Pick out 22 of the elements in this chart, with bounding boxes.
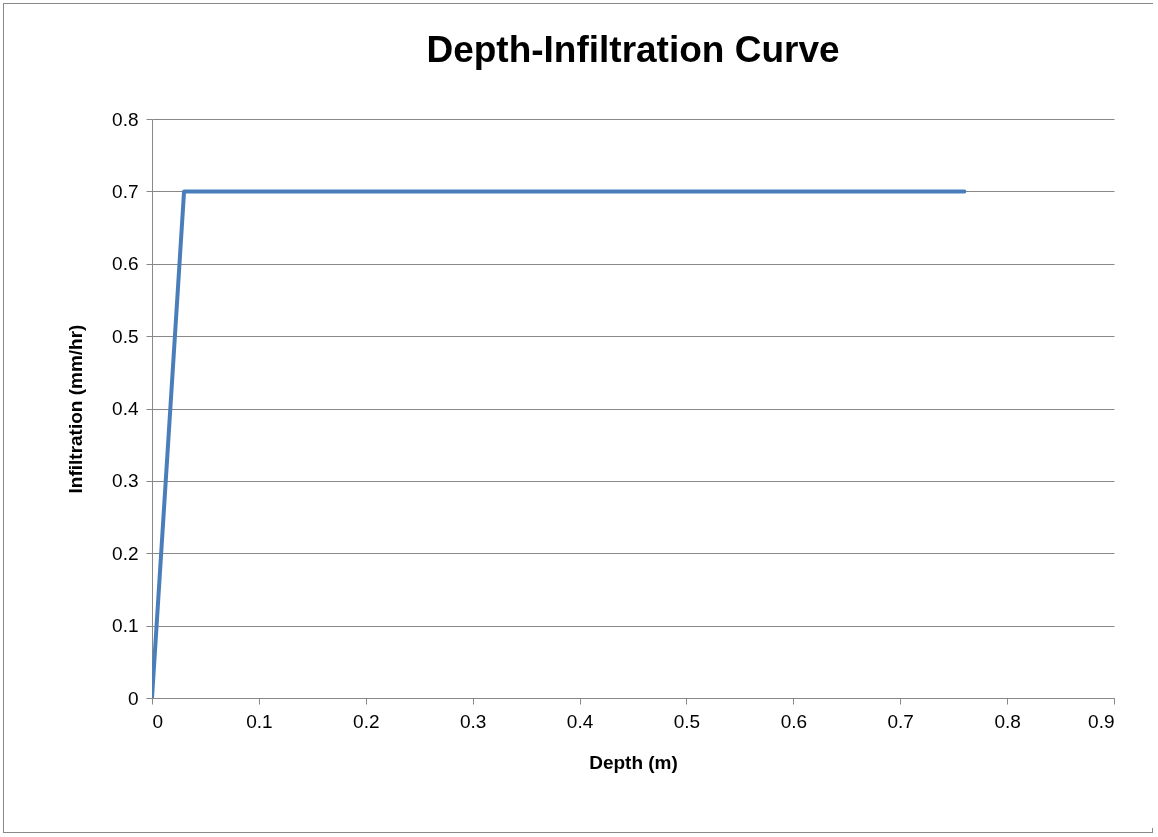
y-tick-label: 0.5 bbox=[112, 325, 139, 347]
x-tick-label: 0.8 bbox=[994, 710, 1021, 732]
y-tick-label: 0.4 bbox=[112, 398, 139, 419]
x-tick-label: 0.2 bbox=[353, 710, 380, 732]
chart-title: Depth-Infiltration Curve bbox=[426, 29, 840, 70]
x-tick-label: 0.3 bbox=[459, 710, 487, 732]
y-tick-label: 0.1 bbox=[112, 615, 139, 637]
x-tick-label: 0.4 bbox=[566, 710, 594, 732]
y-tick-label: 0.7 bbox=[112, 180, 139, 202]
x-tick-label: 0.1 bbox=[246, 710, 273, 732]
x-tick-label: 0.5 bbox=[673, 710, 701, 732]
x-tick-label: 0.7 bbox=[887, 710, 914, 732]
x-tick-label: 0.6 bbox=[780, 710, 808, 732]
x-axis-title: Depth (m) bbox=[589, 751, 678, 773]
y-axis-title: Infiltration (mm/hr) bbox=[65, 324, 87, 494]
y-tick-label: 0 bbox=[127, 687, 139, 709]
y-tick-label: 0.8 bbox=[112, 108, 139, 130]
x-tick-label: 0 bbox=[152, 710, 164, 732]
y-tick-label: 0.2 bbox=[112, 542, 139, 564]
x-tick-label: 0.9 bbox=[1088, 710, 1115, 732]
y-tick-label: 0.6 bbox=[112, 253, 139, 275]
y-tick-label: 0.3 bbox=[112, 470, 139, 492]
